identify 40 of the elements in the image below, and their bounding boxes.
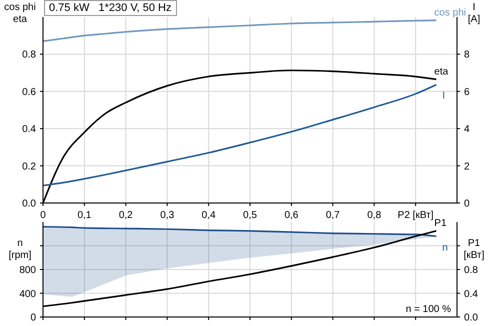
y-tick-label: 0.2: [22, 161, 36, 172]
series-label: eta: [434, 66, 449, 78]
y2-tick-label: 4: [464, 124, 470, 136]
x-tick-label: P2 [кВт]: [398, 210, 434, 221]
y-tick-label: 400: [19, 288, 36, 300]
y-tick-label: 0: [30, 312, 36, 324]
y2-tick-label: 0.8: [464, 265, 478, 276]
y2-tick-label: 6: [464, 86, 470, 98]
line-series: [43, 226, 438, 238]
y-axis-title: cos phi eta: [3, 2, 37, 26]
annotation: n = 100 %: [404, 304, 453, 315]
series-label: cos phi: [434, 7, 466, 18]
x-tick-label: 0,1: [77, 210, 92, 221]
y-tick-label: 0.6: [22, 86, 36, 98]
x-tick-label: 0,5: [243, 210, 258, 221]
y2-tick-label: 8: [464, 50, 470, 61]
x-tick-label: 0,7: [326, 210, 340, 221]
x-tick-label: 0: [40, 210, 46, 221]
y2-tick-label: 2: [464, 161, 470, 172]
y2-axis-title: I [A]: [468, 2, 480, 25]
series-label: P1: [434, 218, 447, 229]
x-tick-label: 0,6: [284, 210, 299, 221]
y-tick-label: 0.8: [22, 50, 36, 61]
line-series: [43, 84, 438, 186]
line-series: [43, 20, 438, 42]
x-tick-label: 0,8: [367, 210, 382, 221]
y-axis-title: n [rpm]: [8, 238, 32, 262]
y-tick-label: 800: [19, 265, 36, 276]
series-label: I: [442, 90, 446, 102]
chart-title: 0.75 kW 1*230 V, 50 Hz: [44, 0, 176, 16]
x-tick-label: 0,2: [118, 210, 134, 221]
y2-tick-label: 0.4: [464, 288, 478, 300]
series-label: n: [442, 242, 448, 254]
y2-axis-title: P1 [кВт]: [462, 238, 486, 262]
y-tick-label: 0.4: [22, 124, 36, 136]
y2-tick-label: 0: [464, 198, 470, 210]
x-tick-label: 0,3: [160, 210, 175, 221]
y-tick-label: 0.0: [22, 198, 36, 210]
y2-tick-label: 0.0: [464, 312, 478, 324]
x-tick-label: 0,4: [202, 210, 216, 221]
